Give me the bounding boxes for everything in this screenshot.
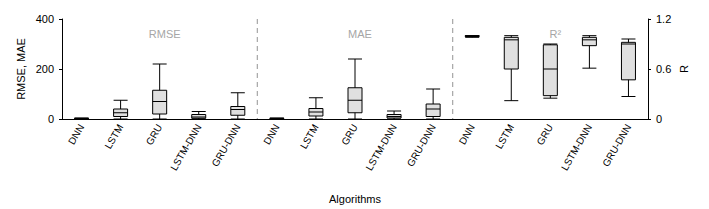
svg-text:Algorithms: Algorithms xyxy=(329,193,381,205)
svg-text:GRU: GRU xyxy=(339,122,360,147)
svg-text:DNN: DNN xyxy=(457,122,477,146)
svg-text:DNN: DNN xyxy=(261,122,281,146)
svg-text:LSTM: LSTM xyxy=(103,122,126,151)
svg-text:GRU-DNN: GRU-DNN xyxy=(209,122,242,168)
svg-text:400: 400 xyxy=(36,13,54,25)
svg-text:0: 0 xyxy=(48,113,54,125)
svg-text:200: 200 xyxy=(36,63,54,75)
svg-text:DNN: DNN xyxy=(66,122,86,146)
svg-text:RMSE, MAE: RMSE, MAE xyxy=(15,38,27,100)
svg-text:LSTM-DNN: LSTM-DNN xyxy=(168,122,203,172)
svg-text:GRU: GRU xyxy=(144,122,165,147)
svg-text:GRU-DNN: GRU-DNN xyxy=(600,122,633,168)
svg-text:GRU: GRU xyxy=(534,122,555,147)
svg-text:LSTM: LSTM xyxy=(298,122,321,151)
svg-text:R: R xyxy=(678,65,690,73)
svg-text:GRU-DNN: GRU-DNN xyxy=(405,122,438,168)
svg-text:RMSE: RMSE xyxy=(149,28,181,40)
svg-text:1.2: 1.2 xyxy=(656,13,671,25)
svg-text:LSTM-DNN: LSTM-DNN xyxy=(559,122,594,172)
svg-text:LSTM-DNN: LSTM-DNN xyxy=(364,122,399,172)
svg-text:LSTM: LSTM xyxy=(493,122,516,151)
svg-text:R²: R² xyxy=(550,28,562,40)
svg-text:0.6: 0.6 xyxy=(656,63,671,75)
svg-text:MAE: MAE xyxy=(348,28,372,40)
svg-text:0: 0 xyxy=(656,113,662,125)
